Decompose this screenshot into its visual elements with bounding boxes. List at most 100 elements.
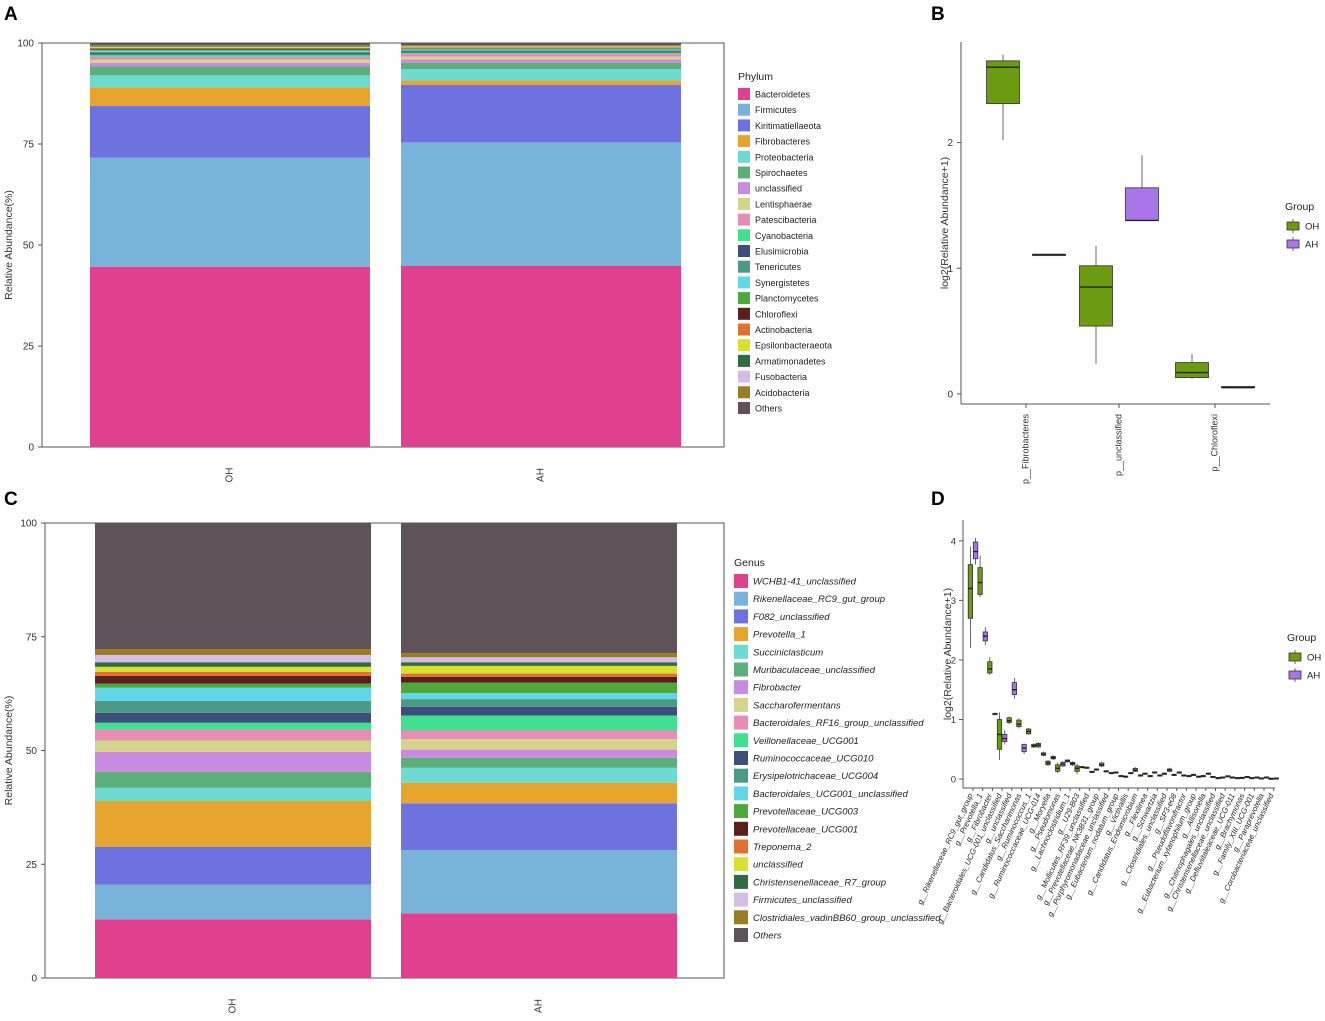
legend-label-bacteroidales-rf16-group-unclassified: Bacteroidales_RF16_group_unclassified bbox=[753, 718, 924, 729]
legend-swatch-bacteroidales-ucg001-unclassified bbox=[734, 786, 748, 801]
panel-label-b: B bbox=[931, 4, 945, 25]
bar-oh-planctomycetes bbox=[90, 49, 370, 51]
legend-swatch-patescibacteria bbox=[738, 213, 750, 226]
panel-b-phylum-boxplot: 0 1 2 log2(Relative Abundance+1) p__Fibrobac… bbox=[939, 42, 1319, 484]
panel-d-genus-boxplot: 0 1 2 3 4 log2(Relative Abundance+1) g__Rikene… bbox=[915, 520, 1321, 925]
legend-label-ah: AH bbox=[1307, 671, 1320, 682]
bar-ah-bacteroidales-rf16-group-unclassified bbox=[401, 730, 677, 740]
x-tick-label: OH bbox=[225, 468, 236, 483]
legend-label-acidobacteria: Acidobacteria bbox=[755, 388, 810, 398]
bar-ah-cyanobacteria bbox=[401, 52, 681, 54]
x-tick-label: OH bbox=[228, 999, 239, 1014]
bar-oh-actinobacteria bbox=[90, 47, 370, 49]
legend-label-actinobacteria: Actinobacteria bbox=[755, 325, 812, 335]
legend-label-treponema-2: Treponema_2 bbox=[753, 842, 812, 853]
y-tick-label: 1 bbox=[947, 264, 953, 275]
legend-swatch-acidobacteria bbox=[738, 386, 750, 399]
legend-swatch-tenericutes bbox=[738, 260, 750, 273]
box-g-fibrobacter-oh-box bbox=[987, 661, 993, 674]
legend-title: Genus bbox=[734, 557, 765, 569]
bar-oh-lentisphaerae bbox=[90, 59, 370, 63]
y-axis-label: log2(Relative Abundance+1) bbox=[939, 157, 951, 289]
box-g-unclassified-ah-box bbox=[1011, 682, 1018, 695]
legend-swatch-proteobacteria bbox=[738, 150, 750, 163]
bar-ah-ruminococcaceae-ucg010 bbox=[401, 706, 677, 716]
bar-oh-saccharofermentans bbox=[95, 740, 371, 752]
bar-oh-synergistetes bbox=[90, 50, 370, 52]
y-tick-label: 2 bbox=[947, 138, 953, 149]
legend-label-unclassified: unclassified bbox=[755, 184, 802, 194]
panel-a-phylum-stacked-bar: OH AH 0 25 50 75 100 Relative Abundance(%) Phylu… bbox=[3, 39, 832, 483]
bar-ah-planctomycetes bbox=[401, 48, 681, 50]
legend-label-firmicutes-unclassified: Firmicutes_unclassified bbox=[753, 895, 852, 906]
bar-ah-succiniclasticum bbox=[401, 767, 677, 783]
legend-swatch-epsilonbacteraeota bbox=[738, 339, 750, 352]
legend-label-others: Others bbox=[753, 931, 782, 942]
bar-ah-proteobacteria bbox=[401, 69, 681, 81]
bar-ah-bacteroidetes bbox=[401, 266, 681, 447]
bar-oh-f082-unclassified bbox=[95, 846, 371, 885]
legend-swatch-synergistetes bbox=[738, 276, 750, 289]
legend-label-wchb1-41-unclassified: WCHB1-41_unclassified bbox=[753, 577, 857, 588]
y-axis-label: log2(Relative Abundance+1) bbox=[942, 588, 954, 720]
bar-ah-unclassified bbox=[401, 59, 681, 63]
legend-label-spirochaetes: Spirochaetes bbox=[755, 168, 808, 178]
legend-swatch-elusimicrobia bbox=[738, 245, 750, 257]
bar-oh-epsilonbacteraeota bbox=[90, 47, 370, 48]
legend-label-prevotella-1: Prevotella_1 bbox=[753, 630, 806, 641]
legend-swatch-armatimonadetes bbox=[738, 354, 750, 367]
bar-oh-muribaculaceae-unclassified bbox=[95, 771, 371, 788]
panel-c-genus-stacked-bar: OH AH 0 25 50 75 100 Relative Abundance(%) Genus… bbox=[3, 519, 941, 1014]
legend-swatch-firmicutes bbox=[738, 103, 750, 116]
legend-label-oh: OH bbox=[1307, 653, 1321, 664]
legend-swatch-unclassified bbox=[738, 182, 750, 195]
panel-label-d: D bbox=[931, 489, 945, 510]
bar-oh-fibrobacter bbox=[95, 751, 371, 772]
legend-key-ah bbox=[1288, 670, 1302, 680]
bar-oh-prevotellaceae-ucg001 bbox=[95, 675, 371, 684]
bar-ah-wchb1-41-unclassified bbox=[401, 913, 677, 978]
bar-ah-bacteroidales-ucg001-unclassified bbox=[401, 693, 677, 700]
y-tick-label: 50 bbox=[23, 241, 35, 252]
legend-label-kiritimatiellaeota: Kiritimatiellaeota bbox=[755, 121, 821, 131]
legend-swatch-cyanobacteria bbox=[738, 229, 750, 242]
y-tick-label: 100 bbox=[20, 519, 37, 530]
y-tick-label: 0 bbox=[31, 974, 37, 985]
y-tick-label: 75 bbox=[26, 632, 38, 643]
legend-key-ah bbox=[1286, 239, 1300, 249]
bar-oh-unclassified bbox=[90, 62, 370, 67]
legend-swatch-prevotellaceae-ucg001 bbox=[734, 821, 748, 836]
bar-ah-rikenellaceae-rc9-gut-group bbox=[401, 850, 677, 914]
legend-swatch-rikenellaceae-rc9-gut-group bbox=[734, 591, 748, 606]
x-tick-label: p__unclassified bbox=[1113, 414, 1123, 476]
legend-key-oh bbox=[1288, 652, 1302, 662]
legend-swatch-ruminococcaceae-ucg010 bbox=[734, 751, 748, 765]
bar-ah-erysipelotrichaceae-ucg004 bbox=[401, 699, 677, 707]
legend-swatch-treponema-2 bbox=[734, 839, 748, 854]
bar-oh-armatimonadetes bbox=[90, 46, 370, 48]
legend-swatch-kiritimatiellaeota bbox=[738, 119, 750, 132]
legend-swatch-christensenellaceae-r7-group bbox=[734, 874, 748, 889]
bar-oh-treponema-2 bbox=[95, 671, 371, 676]
bar-oh-ruminococcaceae-ucg010 bbox=[95, 712, 371, 723]
bar-ah-christensenellaceae-r7-group bbox=[401, 662, 677, 666]
legend-swatch-others bbox=[734, 928, 748, 942]
legend-label-cyanobacteria: Cyanobacteria bbox=[755, 231, 813, 241]
legend-label-christensenellaceae-r7-group: Christensenellaceae_R7_group bbox=[753, 877, 886, 888]
legend-title: Group bbox=[1287, 632, 1316, 644]
legend-label-ruminococcaceae-ucg010: Ruminococcaceae_UCG010 bbox=[753, 754, 874, 765]
legend-swatch-fusobacteria bbox=[738, 370, 750, 383]
bar-ah-firmicutes-unclassified bbox=[401, 657, 677, 663]
bar-ah-actinobacteria bbox=[401, 47, 681, 49]
bar-oh-unclassified bbox=[95, 666, 371, 672]
legend-label-synergistetes: Synergistetes bbox=[755, 278, 810, 288]
legend-label-fibrobacter: Fibrobacter bbox=[753, 683, 802, 694]
box-g-prevotella-1-oh-box bbox=[977, 567, 983, 595]
bar-oh-others bbox=[95, 523, 371, 650]
y-tick-label: 75 bbox=[23, 140, 35, 151]
legend-swatch-wchb1-41-unclassified bbox=[734, 574, 748, 588]
bar-oh-patescibacteria bbox=[90, 56, 370, 60]
panel-label-a: A bbox=[4, 4, 18, 25]
bar-oh-proteobacteria bbox=[90, 75, 370, 88]
